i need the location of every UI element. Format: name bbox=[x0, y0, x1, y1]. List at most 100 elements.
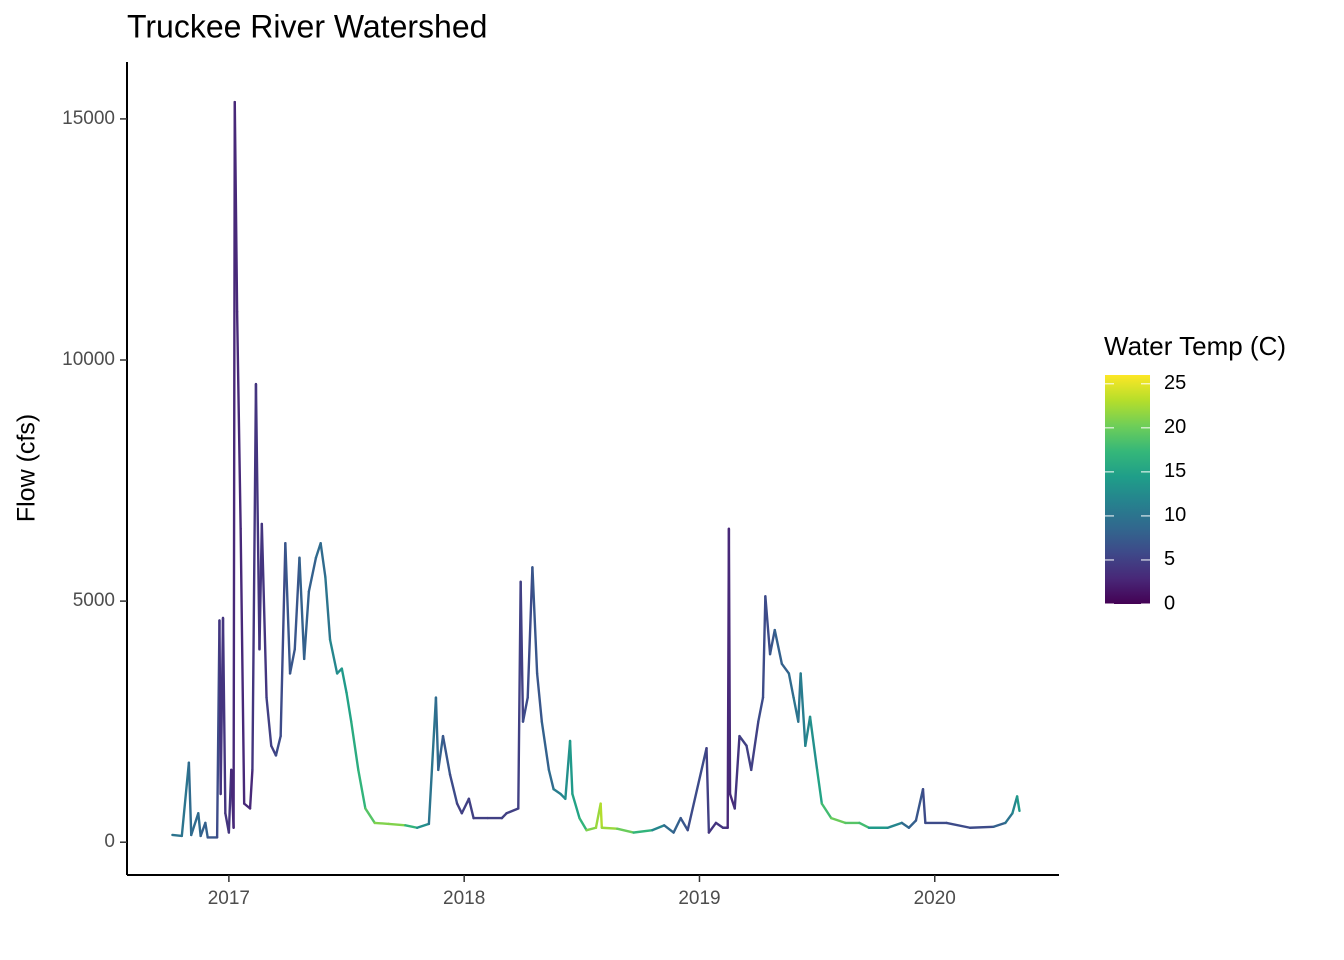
line-segment bbox=[434, 696, 440, 772]
line-segment bbox=[171, 833, 184, 838]
line-segment bbox=[340, 667, 348, 694]
line-segment bbox=[705, 746, 711, 834]
line-segment bbox=[519, 580, 525, 723]
line-segment bbox=[364, 807, 376, 825]
line-segment bbox=[662, 824, 675, 834]
colorbar-tick-label: 5 bbox=[1164, 548, 1175, 570]
y-tick-label: 15000 bbox=[62, 108, 115, 129]
line-segment bbox=[733, 734, 741, 810]
line-segment bbox=[968, 825, 995, 829]
colorbar-tick-label: 0 bbox=[1164, 592, 1175, 614]
line-segment bbox=[204, 821, 209, 839]
line-segment bbox=[293, 556, 301, 651]
line-segment bbox=[345, 691, 353, 723]
line-segment bbox=[907, 819, 918, 829]
line-segment bbox=[552, 787, 562, 796]
line-segment bbox=[233, 100, 239, 313]
line-segment bbox=[197, 812, 202, 838]
line-segment bbox=[585, 826, 598, 832]
line-segment bbox=[284, 542, 292, 675]
line-segment bbox=[820, 802, 833, 820]
line-segment bbox=[373, 821, 391, 826]
colorbar-tick-label: 25 bbox=[1164, 372, 1186, 394]
line-segment bbox=[761, 595, 767, 699]
line-segment bbox=[254, 382, 261, 651]
line-segment bbox=[799, 672, 807, 747]
line-segment bbox=[319, 542, 327, 579]
line-segment bbox=[448, 773, 459, 805]
line-segment bbox=[886, 821, 904, 829]
line-segment bbox=[780, 662, 791, 675]
line-segment bbox=[505, 807, 520, 815]
line-segment bbox=[858, 821, 871, 829]
line-segment bbox=[251, 382, 258, 772]
line-segment bbox=[437, 734, 445, 772]
x-tick-label: 2017 bbox=[208, 888, 250, 909]
x-tick-label: 2019 bbox=[678, 888, 720, 909]
line-segment bbox=[815, 768, 824, 805]
line-segment bbox=[945, 821, 972, 829]
line-segment bbox=[773, 628, 784, 665]
line-segment bbox=[328, 638, 339, 675]
line-layer bbox=[171, 100, 1021, 839]
chart-title: Truckee River Watershed bbox=[127, 8, 487, 44]
line-segment bbox=[615, 827, 635, 834]
line-segment bbox=[600, 826, 619, 830]
line-segment bbox=[531, 566, 539, 675]
line-segment bbox=[302, 590, 311, 661]
line-segment bbox=[921, 787, 927, 825]
legend-title: Water Temp (C) bbox=[1104, 331, 1286, 361]
line-segment bbox=[745, 744, 753, 772]
line-segment bbox=[578, 816, 588, 832]
line-segment bbox=[324, 575, 332, 641]
line-segment bbox=[900, 821, 911, 829]
line-segment bbox=[1011, 795, 1019, 815]
line-segment bbox=[357, 768, 367, 810]
line-segment bbox=[232, 100, 236, 829]
line-segment bbox=[738, 734, 748, 747]
x-tick-label: 2020 bbox=[914, 888, 956, 909]
line-segment bbox=[180, 761, 191, 838]
line-segment bbox=[387, 822, 407, 827]
colorbar-tick-label: 20 bbox=[1164, 416, 1186, 438]
y-axis-label: Flow (cfs) bbox=[13, 414, 41, 522]
line-segment bbox=[404, 824, 419, 829]
line-segment bbox=[288, 648, 296, 675]
line-segment bbox=[651, 824, 666, 832]
colorbar-tick-label: 15 bbox=[1164, 460, 1186, 482]
line-segment bbox=[190, 812, 200, 837]
line-segment bbox=[467, 797, 475, 820]
line-segment bbox=[540, 720, 551, 772]
line-segment bbox=[274, 734, 282, 757]
line-segment bbox=[804, 715, 812, 747]
line-segment bbox=[350, 720, 360, 772]
line-segment bbox=[568, 739, 574, 796]
line-segment bbox=[727, 527, 732, 796]
line-segment bbox=[750, 720, 760, 772]
line-segment bbox=[427, 696, 438, 826]
colorbar-tick-label: 10 bbox=[1164, 504, 1186, 526]
line-segment bbox=[260, 522, 268, 699]
line-segment bbox=[235, 310, 242, 530]
y-tick-label: 5000 bbox=[73, 590, 115, 611]
colorbar bbox=[1105, 375, 1150, 604]
line-segment bbox=[248, 768, 254, 810]
line-segment bbox=[265, 696, 273, 747]
line-segment bbox=[1015, 795, 1021, 813]
line-segment bbox=[441, 734, 452, 776]
line-segment bbox=[460, 797, 471, 815]
line-segment bbox=[564, 739, 572, 801]
line-segment bbox=[787, 672, 795, 699]
line-segment bbox=[768, 628, 776, 656]
line-segment bbox=[547, 768, 555, 791]
line-segment bbox=[679, 816, 689, 832]
line-segment bbox=[808, 715, 819, 772]
line-segment bbox=[707, 821, 718, 834]
line-segment bbox=[526, 566, 534, 699]
x-tick-label: 2018 bbox=[443, 888, 485, 909]
line-segment bbox=[221, 616, 227, 815]
line-segment bbox=[455, 802, 464, 815]
line-segment bbox=[992, 821, 1007, 828]
line-segment bbox=[764, 595, 772, 656]
